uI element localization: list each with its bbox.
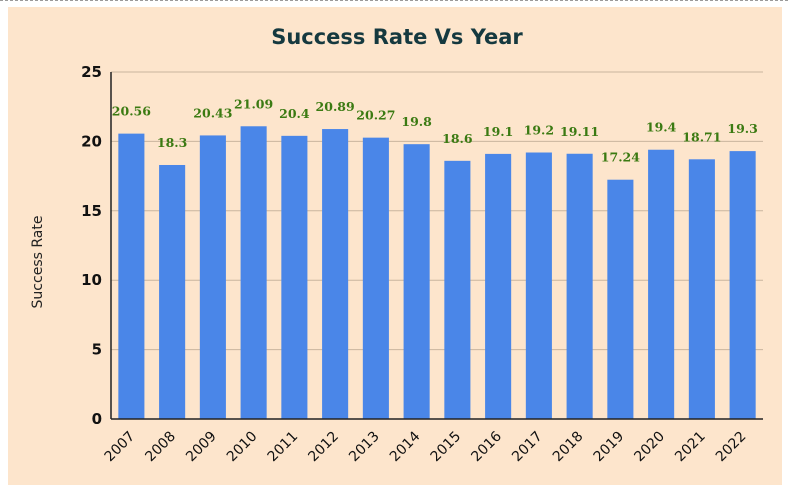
x-tick-label: 2009 bbox=[183, 429, 220, 466]
y-tick-label: 25 bbox=[81, 63, 102, 81]
data-label-2009: 20.43 bbox=[193, 105, 232, 120]
y-tick-labels: 0 5 10 15 20 25 bbox=[81, 63, 102, 428]
data-label-2013: 20.27 bbox=[356, 108, 395, 123]
data-label-2022: 19.3 bbox=[727, 121, 757, 136]
y-tick-label: 5 bbox=[92, 341, 102, 359]
x-tick-label: 2013 bbox=[346, 429, 383, 466]
data-label-2021: 18.71 bbox=[682, 129, 721, 144]
data-label-2010: 21.09 bbox=[234, 96, 273, 111]
x-tick-labels: 2007 2008 2009 2010 2011 2012 2013 2014 2015 2016… bbox=[102, 428, 750, 465]
bar-2010 bbox=[240, 126, 267, 419]
x-tick-label: 2022 bbox=[713, 429, 750, 466]
bar-2014 bbox=[403, 144, 430, 419]
data-label-2015: 18.6 bbox=[442, 131, 473, 146]
bar-2019 bbox=[607, 179, 634, 419]
bar-2022 bbox=[729, 151, 756, 419]
bar-2013 bbox=[362, 137, 389, 419]
bar-2008 bbox=[159, 164, 186, 419]
data-label-2014: 19.8 bbox=[401, 114, 432, 129]
bar-2021 bbox=[688, 159, 715, 419]
y-tick-label: 10 bbox=[81, 271, 102, 289]
x-tick-label: 2021 bbox=[672, 429, 709, 466]
y-tick-label: 20 bbox=[81, 132, 102, 150]
bars bbox=[118, 126, 756, 420]
data-label-2012: 20.89 bbox=[316, 99, 355, 114]
bar-2011 bbox=[281, 135, 308, 419]
top-border bbox=[0, 0, 788, 1]
bar-2020 bbox=[648, 149, 675, 419]
bar-2007 bbox=[118, 133, 145, 419]
y-tick-label: 15 bbox=[81, 202, 102, 220]
data-label-2007: 20.56 bbox=[112, 104, 151, 119]
x-tick-label: 2012 bbox=[305, 429, 342, 466]
data-label-2016: 19.1 bbox=[483, 124, 513, 139]
x-tick-label: 2008 bbox=[142, 429, 179, 466]
bar-2016 bbox=[485, 153, 512, 419]
data-label-2020: 19.4 bbox=[646, 120, 677, 135]
bar-2012 bbox=[322, 129, 349, 419]
x-tick-label: 2016 bbox=[468, 428, 505, 465]
y-axis-label: Success Rate bbox=[30, 216, 46, 309]
bar-2015 bbox=[444, 160, 471, 419]
data-label-2018: 19.11 bbox=[560, 124, 599, 139]
data-label-2008: 18.3 bbox=[157, 135, 187, 150]
bar-2009 bbox=[199, 135, 226, 420]
chart-title: Success Rate Vs Year bbox=[271, 25, 523, 49]
y-tick-label: 0 bbox=[92, 410, 102, 428]
x-tick-label: 2018 bbox=[550, 429, 587, 466]
x-tick-label: 2010 bbox=[224, 429, 261, 466]
x-tick-label: 2017 bbox=[509, 429, 546, 466]
data-label-2017: 19.2 bbox=[524, 123, 554, 138]
x-tick-label: 2014 bbox=[387, 428, 424, 465]
bar-2017 bbox=[525, 152, 552, 419]
data-label-2011: 20.4 bbox=[279, 106, 310, 121]
x-tick-label: 2019 bbox=[591, 429, 628, 466]
bar-2018 bbox=[566, 153, 593, 419]
x-tick-label: 2011 bbox=[265, 429, 302, 466]
data-label-2019: 17.24 bbox=[601, 150, 640, 165]
x-tick-label: 2020 bbox=[631, 429, 668, 466]
x-tick-label: 2015 bbox=[428, 429, 465, 466]
x-tick-label: 2007 bbox=[102, 429, 139, 466]
